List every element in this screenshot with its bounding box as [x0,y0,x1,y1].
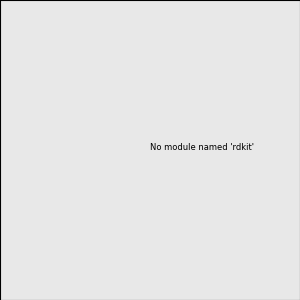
Text: No module named 'rdkit': No module named 'rdkit' [150,143,254,152]
